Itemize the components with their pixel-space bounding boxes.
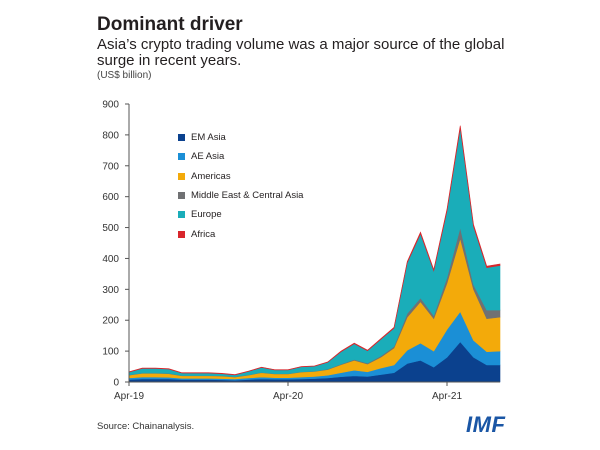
y-tick-label: 100 <box>102 347 119 358</box>
legend-swatch <box>178 211 185 219</box>
legend-item: EM Asia <box>178 128 303 147</box>
legend-label: Europe <box>191 209 222 221</box>
y-tick-label: 800 <box>102 130 119 141</box>
unit-label: (US$ billion) <box>97 70 152 81</box>
chart-title: Dominant driver <box>97 14 243 35</box>
x-tick-label: Apr-20 <box>273 391 303 402</box>
x-tick-label: Apr-21 <box>432 391 462 402</box>
legend-swatch <box>178 172 185 180</box>
legend-swatch <box>178 230 185 238</box>
legend-swatch <box>178 192 185 200</box>
y-tick-label: 200 <box>102 316 119 327</box>
y-tick-label: 300 <box>102 285 119 296</box>
legend-label: Africa <box>191 228 216 240</box>
chart-subtitle: Asia’s crypto trading volume was a major… <box>97 36 505 69</box>
source-note: Source: Chainanalysis. <box>97 421 195 432</box>
y-tick-label: 500 <box>102 223 119 234</box>
legend: EM Asia AE Asia Americas Middle East & Cent… <box>178 128 303 244</box>
legend-item: Europe <box>178 205 303 224</box>
y-tick-label: 700 <box>102 161 119 172</box>
area-africa <box>128 125 501 376</box>
legend-label: Middle East & Central Asia <box>191 190 304 202</box>
legend-label: AE Asia <box>191 151 225 163</box>
legend-item: Middle East & Central Asia <box>178 186 303 205</box>
y-tick-label: 0 <box>113 378 119 389</box>
legend-item: Africa <box>178 224 303 243</box>
y-tick-label: 900 <box>102 100 119 111</box>
x-tick-label: Apr-19 <box>114 391 144 402</box>
legend-swatch <box>178 134 185 142</box>
legend-label: EM Asia <box>191 132 226 144</box>
legend-swatch <box>178 153 185 161</box>
y-tick-label: 400 <box>102 254 119 265</box>
legend-label: Americas <box>191 170 231 182</box>
y-tick-label: 600 <box>102 192 119 203</box>
legend-item: Americas <box>178 167 303 186</box>
imf-logo: IMF <box>466 412 506 437</box>
legend-item: AE Asia <box>178 147 303 166</box>
